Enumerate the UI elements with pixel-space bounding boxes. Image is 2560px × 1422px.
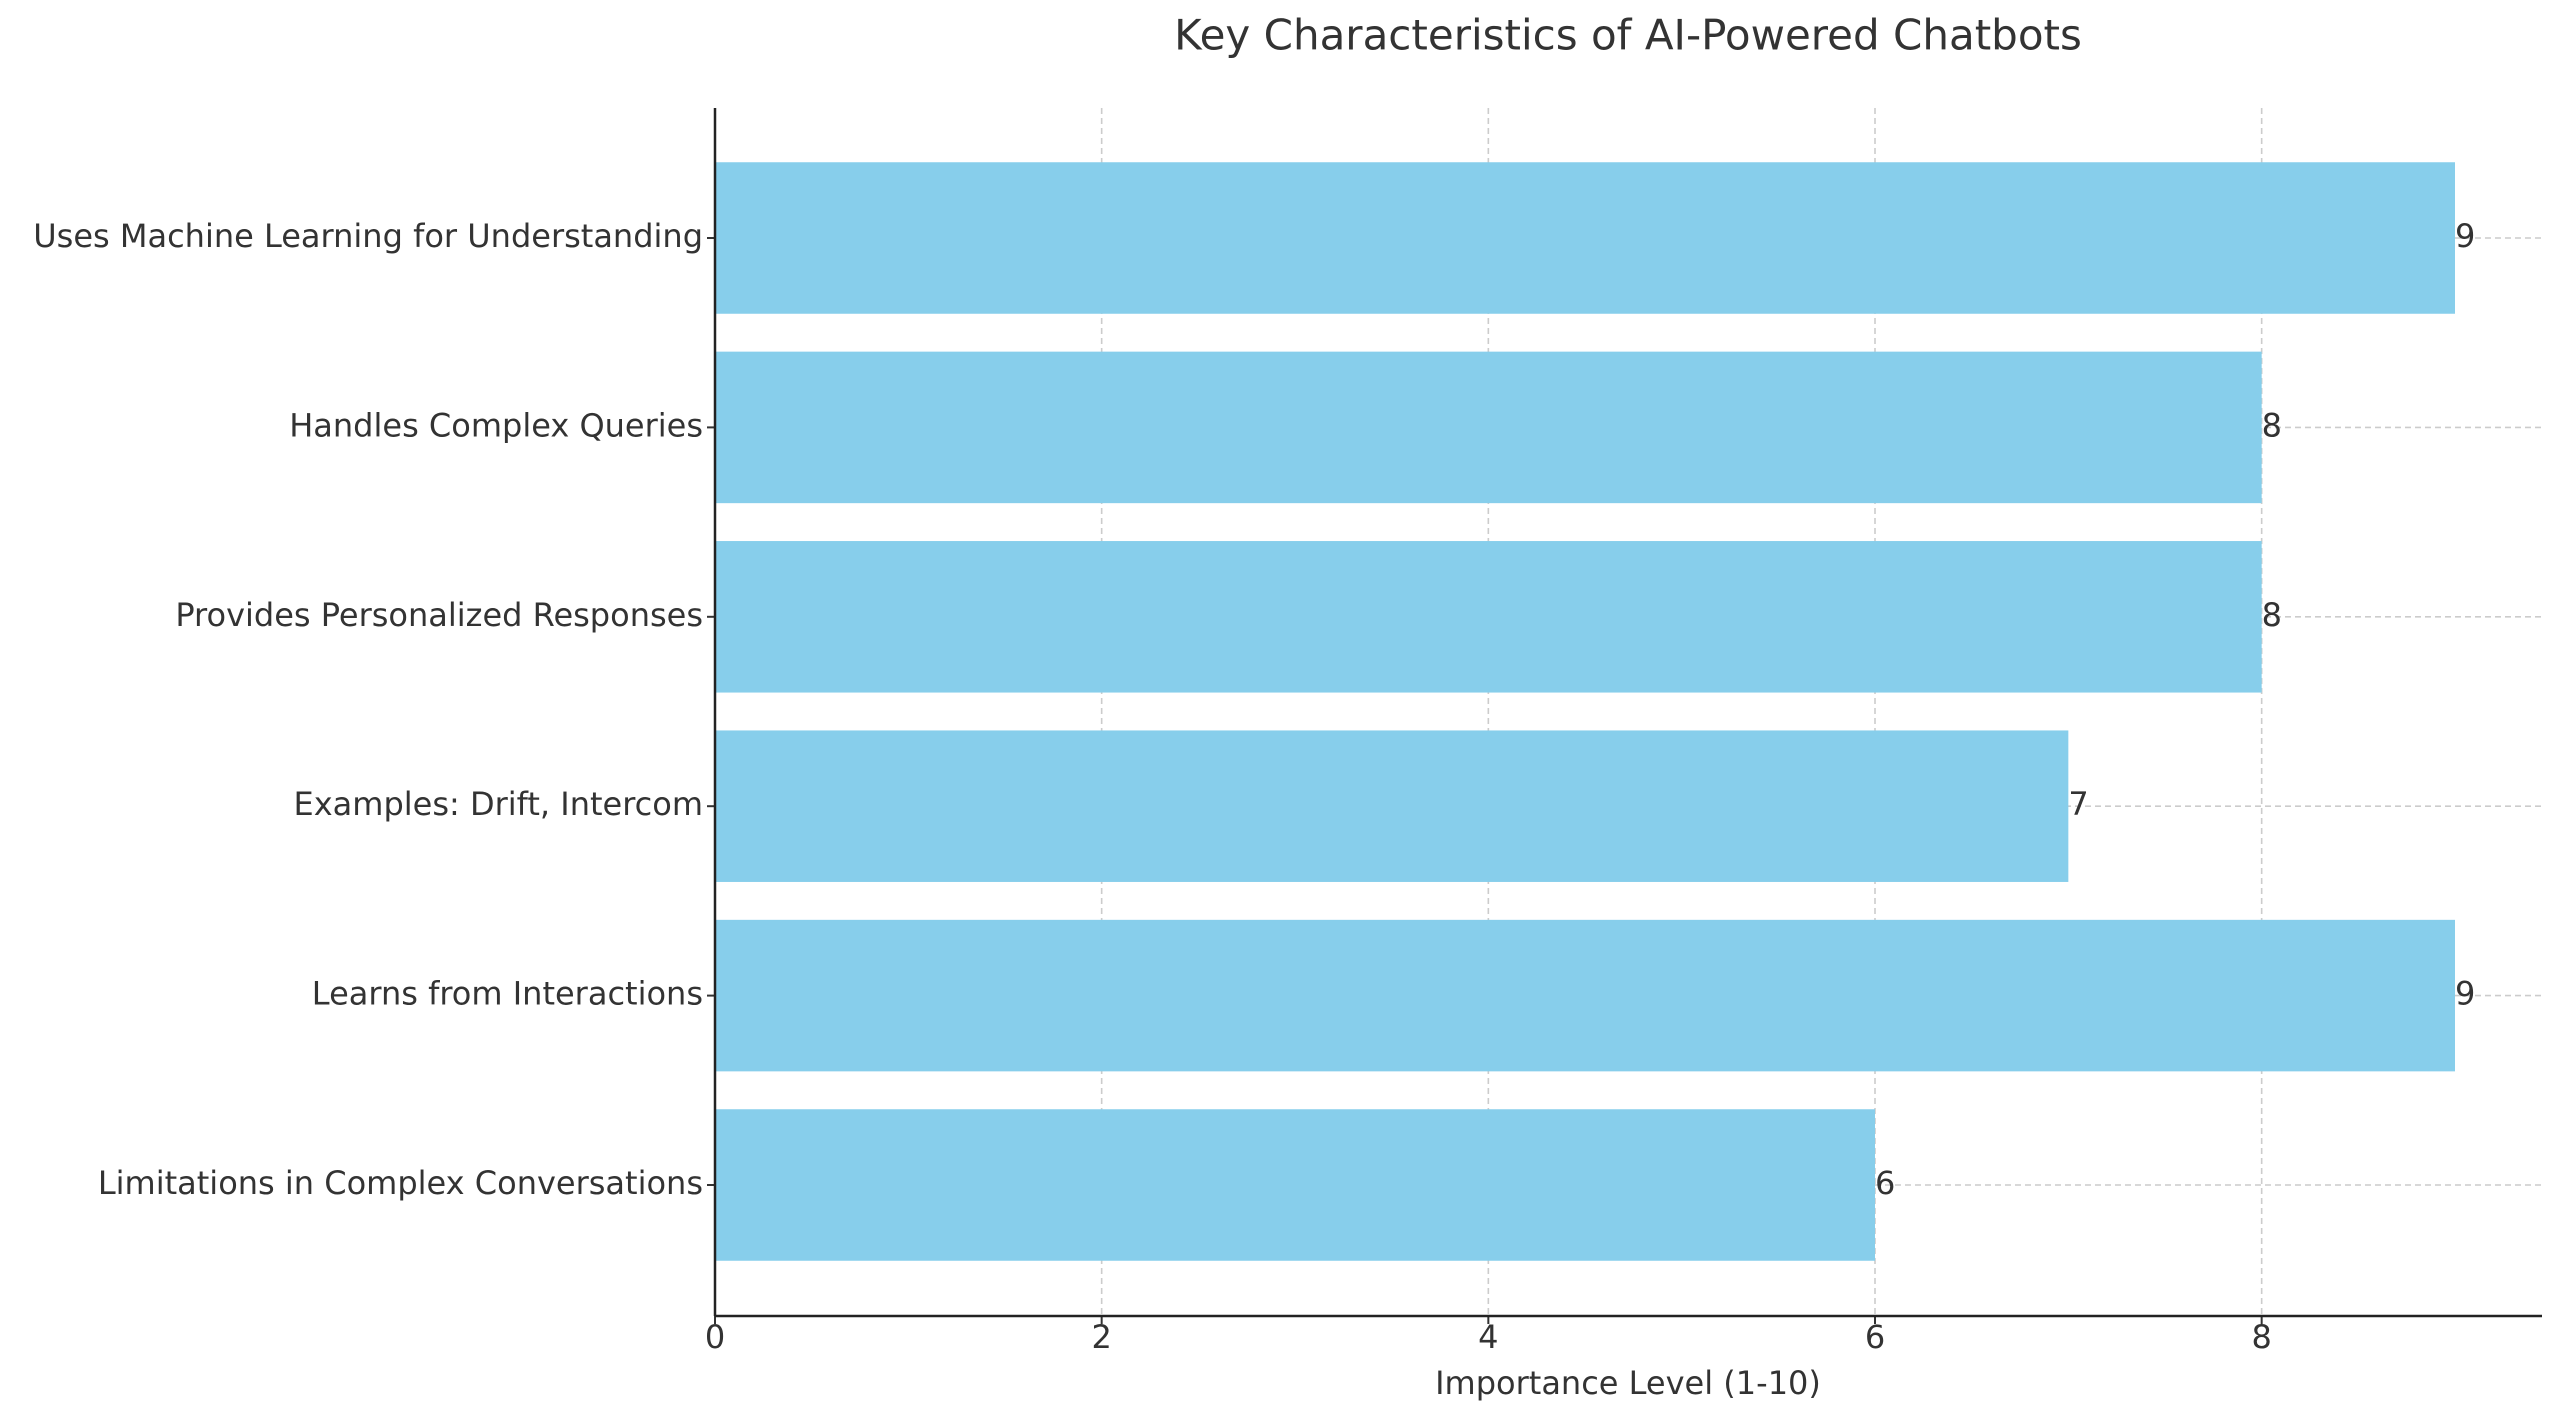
x-tick-label: 8 [2251,1318,2271,1356]
bar [715,351,2262,504]
chart-title: Key Characteristics of AI-Powered Chatbo… [1174,11,2082,60]
value-label: 6 [1875,1164,1895,1202]
value-label: 8 [2262,406,2282,444]
bar [715,1109,1875,1261]
x-tick-label: 2 [1091,1318,1111,1356]
bar [715,730,2069,882]
x-axis-label: Importance Level (1-10) [1435,1364,1821,1402]
value-label: 7 [2068,785,2088,823]
value-label: 9 [2455,217,2475,255]
y-tick-label: Handles Complex Queries [289,406,703,444]
x-tick-label: 6 [1865,1318,1885,1356]
y-tick-label: Uses Machine Learning for Understanding [33,217,703,255]
value-label: 9 [2455,975,2475,1013]
bar [715,162,2455,314]
y-tick-label: Limitations in Complex Conversations [98,1164,703,1202]
x-tick-label: 0 [705,1318,725,1356]
y-tick-label: Learns from Interactions [312,975,703,1013]
x-tick-label: 4 [1478,1318,1498,1356]
bar [715,541,2262,693]
value-label: 8 [2262,596,2282,634]
y-tick-label: Provides Personalized Responses [175,596,703,634]
y-tick-label: Examples: Drift, Intercom [294,785,703,823]
bar [715,919,2455,1072]
